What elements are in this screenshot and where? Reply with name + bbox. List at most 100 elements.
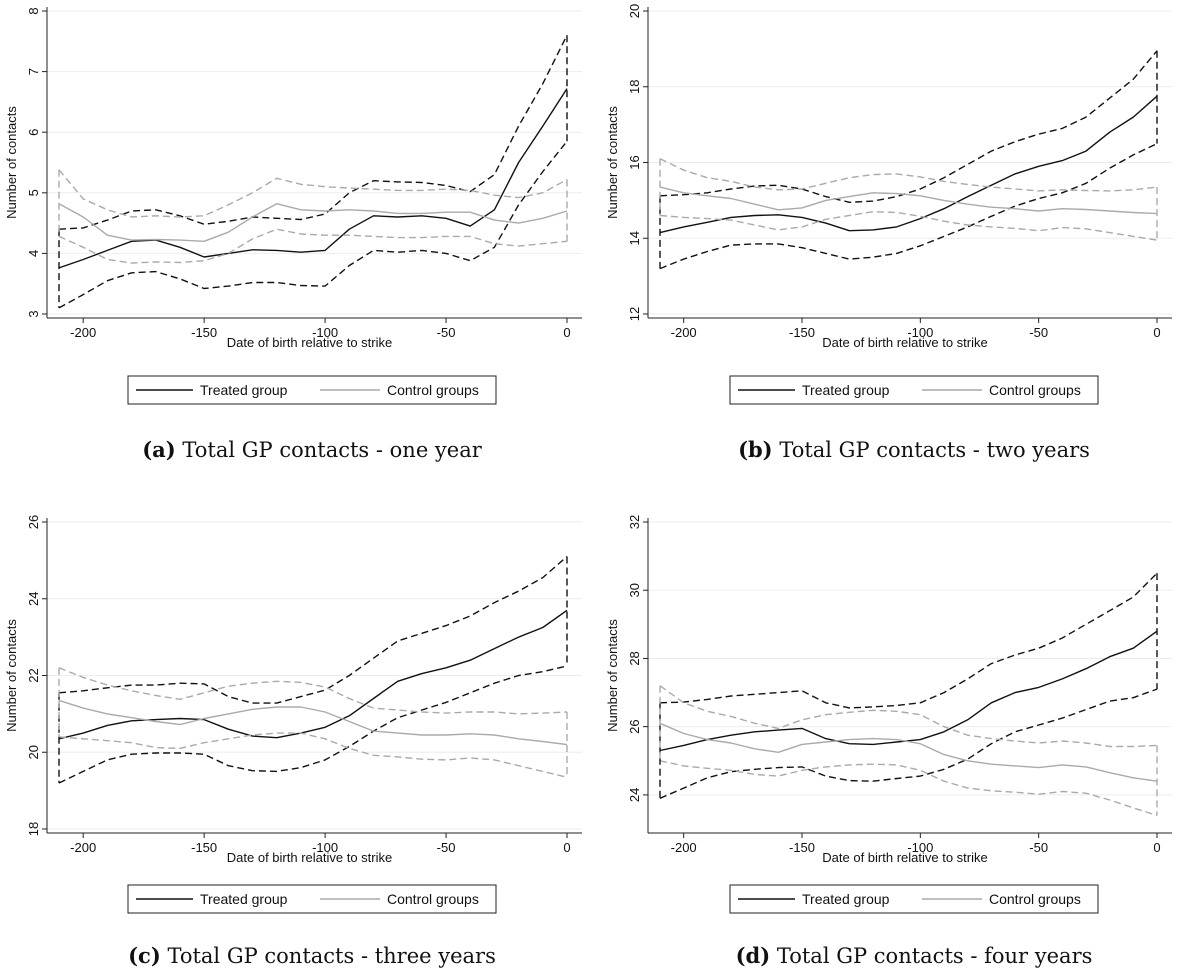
- panel-caption-letter: (d): [736, 943, 771, 968]
- panel-caption-text: Total GP contacts - four years: [777, 944, 1093, 968]
- x-tick-label: 0: [563, 325, 570, 340]
- legend-label-treated: Treated group: [802, 382, 890, 398]
- y-tick-label: 24: [26, 592, 41, 606]
- series-line-treated-ci: [58, 555, 568, 704]
- x-axis-label: Date of birth relative to strike: [822, 850, 987, 865]
- chart-panel-c: 18 20 22 24 26 -200 -150 -100 -50 0 Date of birth …: [4, 515, 582, 968]
- series-line-treated-group: [659, 95, 1158, 234]
- series-line-control-groups: [58, 202, 568, 243]
- y-tick-label: 20: [26, 745, 41, 759]
- y-tick-label: 30: [627, 583, 642, 597]
- x-tick-label: -50: [437, 840, 456, 855]
- x-tick-label: -150: [789, 840, 815, 855]
- panel-caption: (a) Total GP contacts - one year: [142, 437, 483, 462]
- x-tick-label: -200: [70, 325, 96, 340]
- x-tick-label: -150: [789, 325, 815, 340]
- panel-caption-letter: (c): [128, 943, 161, 968]
- series-line-treated-group: [58, 609, 568, 740]
- series-line-control-groups: [58, 699, 568, 746]
- y-axis-label: Number of contacts: [605, 619, 620, 732]
- legend-label-control: Control groups: [387, 382, 479, 398]
- x-tick-label: -100: [312, 840, 338, 855]
- x-tick-label: -50: [1029, 325, 1048, 340]
- series-line-control-ci: [58, 228, 568, 264]
- legend-label-treated: Treated group: [200, 891, 288, 907]
- panel-caption-letter: (a): [142, 437, 175, 462]
- y-tick-label: 6: [26, 129, 41, 136]
- series-line-control-ci: [58, 732, 568, 778]
- chart-panel-b: 12 14 16 18 20 -200 -150 -100 -50 0 Date of birth …: [605, 4, 1172, 462]
- panel-caption-text: Total GP contacts - two years: [779, 438, 1090, 462]
- y-axis-label: Number of contacts: [4, 619, 19, 732]
- legend-label-treated: Treated group: [802, 891, 890, 907]
- panel-caption: (b) Total GP contacts - two years: [738, 437, 1090, 462]
- panel-caption: (d) Total GP contacts - four years: [736, 943, 1093, 968]
- y-tick-label: 32: [627, 515, 642, 529]
- panel-caption-letter: (b): [738, 437, 773, 462]
- x-axis-label: Date of birth relative to strike: [227, 850, 392, 865]
- y-tick-label: 12: [627, 307, 642, 321]
- series-line-treated-ci: [58, 140, 568, 309]
- legend: Treated group Control groups: [729, 884, 1099, 914]
- x-tick-label: -150: [191, 840, 217, 855]
- y-tick-label: 28: [627, 651, 642, 665]
- series-line-control-groups: [659, 722, 1158, 782]
- y-tick-label: 26: [627, 719, 642, 733]
- x-tick-label: -200: [70, 840, 96, 855]
- legend-label-control: Control groups: [387, 891, 479, 907]
- legend-label-treated: Treated group: [200, 382, 288, 398]
- x-tick-label: 0: [1153, 840, 1160, 855]
- series-line-treated-ci: [58, 665, 568, 784]
- y-tick-label: 24: [627, 788, 642, 802]
- y-tick-label: 8: [26, 7, 41, 14]
- y-tick-label: 14: [627, 231, 642, 245]
- legend: Treated group Control groups: [729, 375, 1099, 405]
- series-line-control-groups: [659, 186, 1158, 215]
- series-line-treated-ci: [659, 142, 1158, 270]
- panel-caption-text: Total GP contacts - three years: [167, 944, 495, 968]
- series-line-treated-ci: [58, 34, 568, 230]
- x-axis-label: Date of birth relative to strike: [822, 335, 987, 350]
- legend-label-control: Control groups: [989, 891, 1081, 907]
- series-line-treated-ci: [659, 572, 1158, 709]
- series-line-treated-ci: [659, 688, 1158, 799]
- y-tick-label: 18: [26, 822, 41, 836]
- y-tick-label: 3: [26, 310, 41, 317]
- series-line-control-ci: [659, 760, 1158, 817]
- y-tick-label: 5: [26, 189, 41, 196]
- x-tick-label: -100: [312, 325, 338, 340]
- y-tick-label: 4: [26, 250, 41, 257]
- series-line-control-ci: [58, 667, 568, 715]
- chart-panel-a: 3 4 5 6 7 8 -200 -150 -100 -50 0 Date of birth rela…: [4, 7, 582, 462]
- legend-label-control: Control groups: [989, 382, 1081, 398]
- series-line-treated-group: [659, 630, 1158, 752]
- legend: Treated group Control groups: [127, 375, 497, 405]
- legend: Treated group Control groups: [127, 884, 497, 914]
- y-tick-label: 22: [26, 668, 41, 682]
- x-tick-label: 0: [1153, 325, 1160, 340]
- chart-panel-d: 24 26 28 30 32 -200 -150 -100 -50 0 Date of birth …: [605, 515, 1172, 968]
- x-tick-label: -150: [191, 325, 217, 340]
- x-tick-label: -100: [907, 840, 933, 855]
- x-tick-label: -50: [437, 325, 456, 340]
- x-tick-label: 0: [563, 840, 570, 855]
- x-tick-label: -200: [671, 325, 697, 340]
- legend-box: [127, 884, 497, 914]
- series-line-control-ci: [659, 158, 1158, 192]
- series-line-treated-group: [58, 88, 568, 269]
- y-tick-label: 26: [26, 515, 41, 529]
- series-line-control-ci: [659, 210, 1158, 241]
- x-tick-label: -50: [1029, 840, 1048, 855]
- y-tick-label: 18: [627, 80, 642, 94]
- y-tick-label: 16: [627, 155, 642, 169]
- series-line-treated-ci: [659, 50, 1158, 204]
- x-tick-label: -100: [907, 325, 933, 340]
- y-axis-label: Number of contacts: [605, 106, 620, 219]
- panel-caption: (c) Total GP contacts - three years: [128, 943, 496, 968]
- series-line-control-ci: [659, 685, 1158, 748]
- panel-caption-text: Total GP contacts - one year: [182, 438, 482, 462]
- x-tick-label: -200: [671, 840, 697, 855]
- x-axis-label: Date of birth relative to strike: [227, 335, 392, 350]
- series-line-control-ci: [58, 169, 568, 218]
